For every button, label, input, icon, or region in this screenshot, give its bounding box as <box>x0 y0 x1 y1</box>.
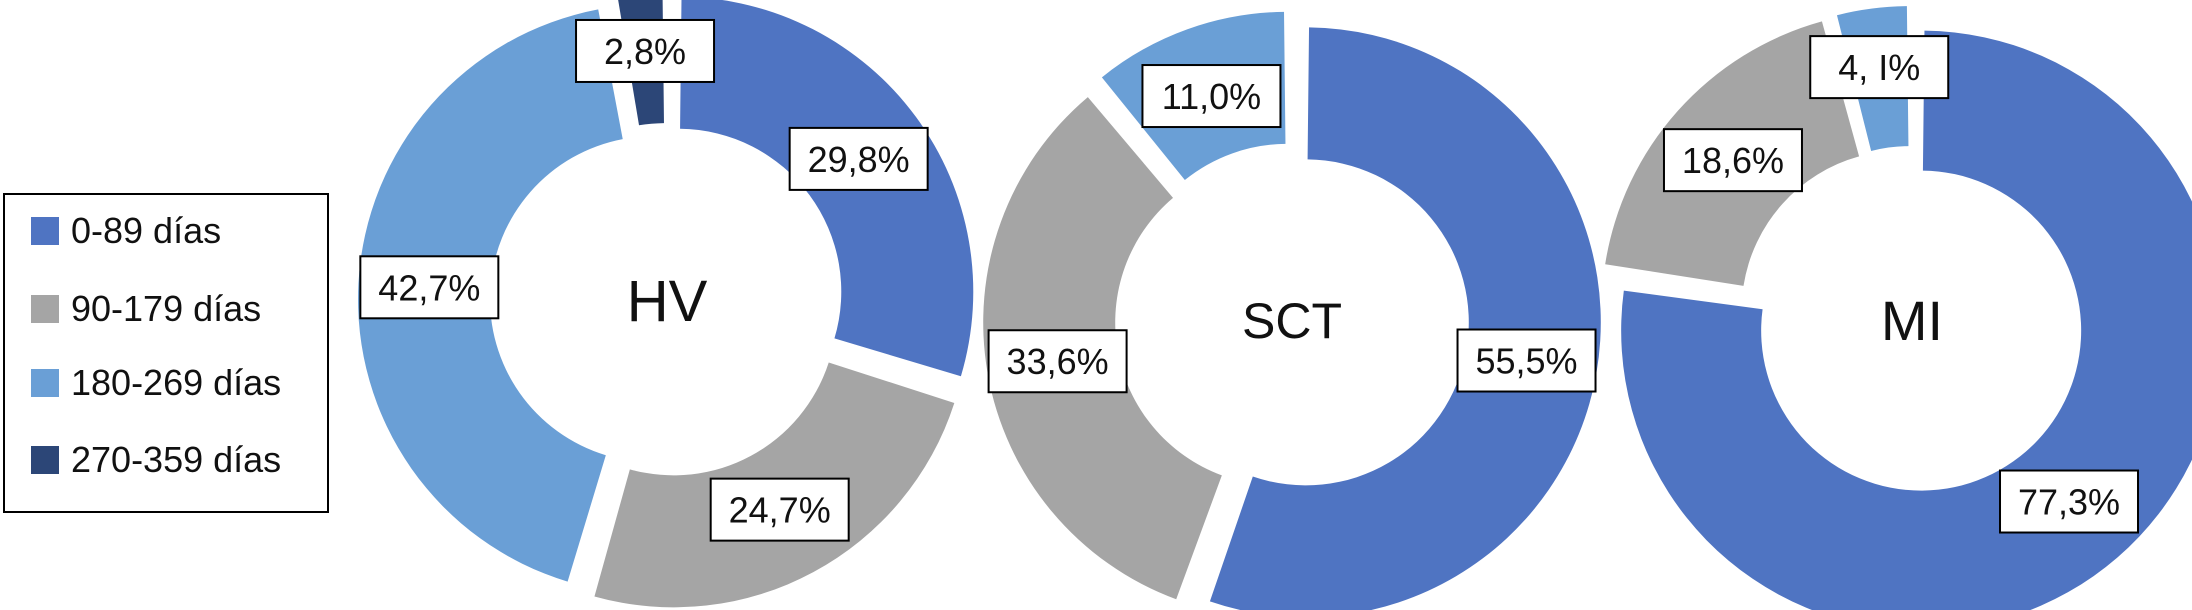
slice-mi-0 <box>1621 30 2192 610</box>
data-label-hv-1: 24,7% <box>709 477 850 542</box>
donut-mi: 77,3% 18,6% 4, I% MI <box>1605 6 2192 610</box>
svg-text:2,8%: 2,8% <box>604 31 686 72</box>
svg-text:4, I%: 4, I% <box>1838 47 1920 88</box>
donut-sct: 55,5% 33,6% 11,0% SCT <box>983 11 1601 610</box>
svg-text:42,7%: 42,7% <box>378 267 480 308</box>
center-label-sct: SCT <box>1242 293 1342 349</box>
svg-text:55,5%: 55,5% <box>1475 341 1577 382</box>
center-label-hv: HV <box>627 269 708 334</box>
data-label-hv-0: 29,8% <box>788 126 929 191</box>
svg-text:11,0%: 11,0% <box>1162 76 1261 117</box>
svg-text:24,7%: 24,7% <box>729 490 831 531</box>
legend-label: 270-359 días <box>71 439 282 480</box>
legend-item-270-359: 270-359 días <box>31 439 282 480</box>
slice-hv-2 <box>358 9 623 582</box>
legend-item-180-269: 180-269 días <box>31 362 282 403</box>
data-label-hv-3: 2,8% <box>575 18 716 83</box>
legend-item-90-179: 90-179 días <box>31 288 262 329</box>
data-label-sct-1: 33,6% <box>987 329 1128 394</box>
slice-sct-0 <box>1209 27 1601 610</box>
center-label-mi: MI <box>1881 289 1943 352</box>
legend-label: 180-269 días <box>71 362 282 403</box>
svg-text:29,8%: 29,8% <box>808 139 910 180</box>
legend: 0-89 días 90-179 días 180-269 días 270-3… <box>3 193 329 513</box>
donut-hv: 29,8% 24,7% 42,7% 2,8% HV <box>358 0 974 608</box>
legend-swatch <box>31 446 59 474</box>
data-label-mi-2: 4, I% <box>1809 35 1950 100</box>
data-label-sct-0: 55,5% <box>1456 328 1597 393</box>
legend-label: 0-89 días <box>71 210 222 251</box>
legend-swatch <box>31 295 59 323</box>
data-label-mi-1: 18,6% <box>1662 128 1803 193</box>
data-label-sct-2: 11,0% <box>1141 64 1282 129</box>
svg-text:18,6%: 18,6% <box>1682 140 1784 181</box>
svg-text:77,3%: 77,3% <box>2018 482 2120 523</box>
legend-swatch <box>31 217 59 245</box>
legend-item-0-89: 0-89 días <box>31 210 222 251</box>
data-label-hv-2: 42,7% <box>359 255 500 320</box>
legend-label: 90-179 días <box>71 288 262 329</box>
data-label-mi-0: 77,3% <box>1999 469 2140 534</box>
legend-swatch <box>31 369 59 397</box>
svg-text:33,6%: 33,6% <box>1007 341 1109 382</box>
